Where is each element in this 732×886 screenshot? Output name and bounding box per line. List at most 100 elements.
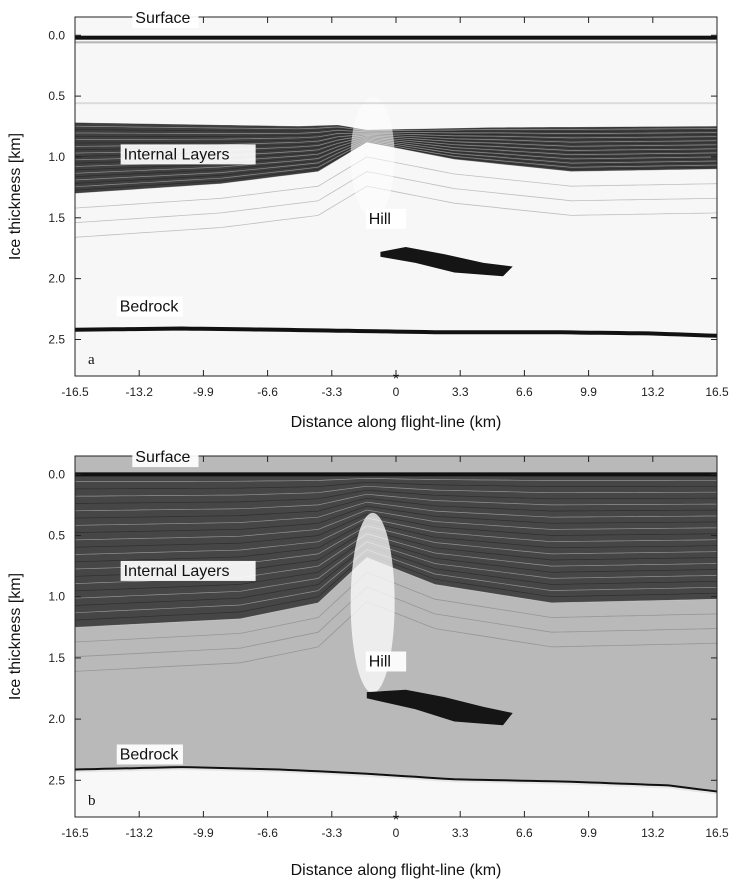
layer-line (75, 133, 717, 144)
layer-line (75, 489, 717, 504)
annotation-bg (120, 144, 256, 165)
layer-line (75, 521, 717, 563)
y-tick-label: 0.5 (48, 89, 65, 103)
deep-layer-line (75, 171, 717, 224)
layer-line (75, 549, 717, 614)
annotation-label: Surface (135, 10, 190, 27)
layer-line (75, 140, 717, 188)
annotation-label: Surface (135, 449, 190, 466)
annotation-label: Bedrock (120, 746, 180, 763)
deep-layer-line (75, 601, 717, 672)
x-tick-label: 0 (393, 385, 400, 399)
layer-line (75, 505, 717, 533)
panel-b: -16.5 -13.2 -9.9 -6.6 -3.3 0 3.3 6.6 9.9 13.2 16.5… (7, 447, 729, 879)
x-tick-label: -6.6 (257, 826, 278, 840)
y-tick-label: 2.5 (48, 332, 65, 346)
annotation-bg (116, 744, 183, 765)
y-tick-label: 2.0 (48, 272, 65, 286)
annotation-label: Hill (369, 653, 391, 670)
panel-a: -16.5 -13.2 -9.9 -6.6 -3.3 0 3.3 6.6 9.9 13.2 16.5… (7, 8, 729, 431)
x-tick-label: -16.5 (61, 385, 89, 399)
surface-noise-line (75, 41, 717, 44)
bedrock-reflection (75, 326, 717, 338)
layer-line (75, 141, 717, 194)
layer-line (75, 131, 717, 137)
x-tick-label: -6.6 (257, 385, 278, 399)
layer-line (75, 493, 717, 512)
annotation-bg (132, 8, 199, 29)
layer-line (75, 139, 717, 178)
layer-line (75, 139, 717, 181)
x-tick-label: 9.9 (580, 385, 597, 399)
layer-line (75, 140, 717, 184)
layer-line (75, 537, 717, 592)
layer-line (75, 481, 717, 490)
x-tick-label: -16.5 (61, 826, 89, 840)
y-tick-label: 1.0 (48, 590, 65, 604)
y-tick-label: 2.5 (48, 773, 65, 787)
x-tick-label: -9.9 (193, 826, 214, 840)
layer-line (75, 138, 717, 174)
x-tick-label: -9.9 (193, 385, 214, 399)
annotation-label: Internal Layers (124, 563, 230, 580)
x-tick-label: 3.3 (452, 385, 469, 399)
x-tick-label: 9.9 (580, 826, 597, 840)
annotation-label: Internal Layers (124, 146, 230, 163)
deep-layer-line (75, 156, 717, 209)
surface-noise-line (75, 102, 717, 105)
layer-line (75, 517, 717, 555)
annotation-bg (365, 208, 407, 229)
origin-marker: * (393, 812, 399, 829)
x-axis-label: Distance along flight-line (km) (291, 414, 502, 431)
x-tick-label: -13.2 (126, 826, 154, 840)
below-bedrock (75, 768, 717, 817)
hill-disturbance (350, 512, 395, 693)
x-tick-label: 3.3 (452, 826, 469, 840)
internal-layers-band (75, 122, 717, 194)
hill-disturbance (350, 96, 395, 217)
annotation-bg (132, 447, 199, 468)
annotation-bg (120, 560, 256, 581)
x-tick-label: 16.5 (705, 385, 729, 399)
x-tick-label: 16.5 (705, 826, 729, 840)
annotation-label: Hill (369, 211, 391, 228)
x-tick-label: -3.3 (321, 826, 342, 840)
y-tick-label: 1.5 (48, 651, 65, 665)
layer-line (75, 553, 717, 621)
layer-line (75, 497, 717, 519)
y-tick-label: 0.0 (48, 467, 65, 481)
surface-reflection (75, 472, 717, 477)
layer-line (75, 129, 717, 134)
x-tick-label: 6.6 (516, 826, 533, 840)
panel-label: a (88, 352, 95, 368)
layer-line (75, 509, 717, 541)
layer-line (75, 541, 717, 599)
annotation-bg (365, 651, 407, 672)
x-tick-label: -3.3 (321, 385, 342, 399)
y-axis-label: Ice thickness [km] (7, 133, 24, 260)
layer-line (75, 557, 717, 628)
y-tick-label: 1.0 (48, 150, 65, 164)
hill-reflector (366, 689, 513, 726)
annotation-label: Bedrock (120, 299, 180, 316)
layer-line (75, 501, 717, 526)
x-tick-label: 13.2 (641, 385, 665, 399)
y-axis-label: Ice thickness [km] (7, 573, 24, 700)
plot-area (75, 17, 717, 376)
deep-layer-line (75, 571, 717, 643)
layer-line (75, 513, 717, 548)
layer-line (75, 485, 717, 497)
layer-line (75, 122, 717, 131)
x-tick-label: 13.2 (641, 826, 665, 840)
x-tick-label: 0 (393, 826, 400, 840)
panel-label: b (88, 793, 96, 809)
deep-layer-line (75, 586, 717, 658)
layer-line (75, 477, 717, 482)
layer-line (75, 128, 717, 132)
layer-line (75, 137, 717, 171)
layer-line (75, 141, 717, 191)
y-tick-label: 2.0 (48, 712, 65, 726)
y-tick-label: 0.5 (48, 529, 65, 543)
layer-line (75, 545, 717, 606)
